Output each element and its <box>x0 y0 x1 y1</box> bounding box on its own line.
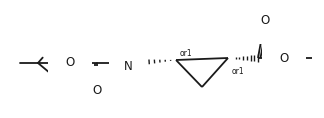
Text: or1: or1 <box>232 67 245 76</box>
Text: N: N <box>124 59 133 72</box>
Text: H: H <box>124 54 132 64</box>
Text: O: O <box>260 13 270 27</box>
Text: or1: or1 <box>180 48 193 57</box>
Text: O: O <box>279 51 289 65</box>
Text: O: O <box>65 57 75 70</box>
Text: O: O <box>92 84 102 97</box>
